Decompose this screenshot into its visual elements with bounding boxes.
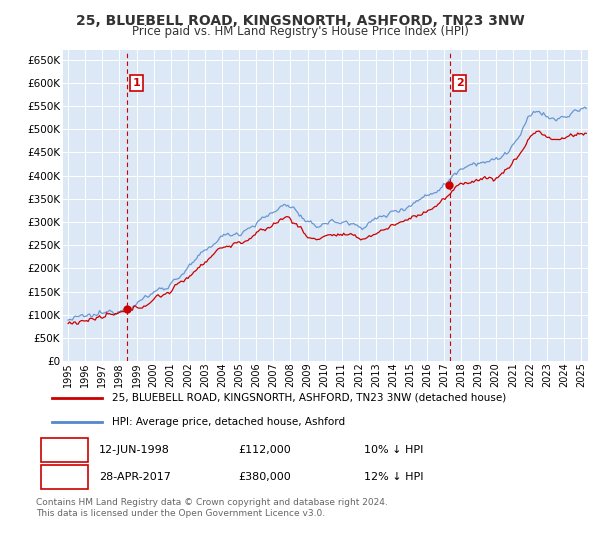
Text: 10% ↓ HPI: 10% ↓ HPI <box>364 445 423 455</box>
Text: 12% ↓ HPI: 12% ↓ HPI <box>364 473 423 482</box>
Text: 25, BLUEBELL ROAD, KINGSNORTH, ASHFORD, TN23 3NW (detached house): 25, BLUEBELL ROAD, KINGSNORTH, ASHFORD, … <box>112 393 506 403</box>
Text: Price paid vs. HM Land Registry's House Price Index (HPI): Price paid vs. HM Land Registry's House … <box>131 25 469 38</box>
Text: £380,000: £380,000 <box>238 473 291 482</box>
Text: 25, BLUEBELL ROAD, KINGSNORTH, ASHFORD, TN23 3NW: 25, BLUEBELL ROAD, KINGSNORTH, ASHFORD, … <box>76 14 524 28</box>
Text: HPI: Average price, detached house, Ashford: HPI: Average price, detached house, Ashf… <box>112 417 346 427</box>
FancyBboxPatch shape <box>41 465 88 489</box>
Text: £112,000: £112,000 <box>238 445 291 455</box>
Text: 2: 2 <box>61 473 69 482</box>
Text: 1: 1 <box>61 445 69 455</box>
Text: Contains HM Land Registry data © Crown copyright and database right 2024.
This d: Contains HM Land Registry data © Crown c… <box>36 498 388 518</box>
Text: 1: 1 <box>133 78 140 88</box>
Text: 28-APR-2017: 28-APR-2017 <box>99 473 170 482</box>
Text: 2: 2 <box>456 78 464 88</box>
Text: 12-JUN-1998: 12-JUN-1998 <box>99 445 170 455</box>
FancyBboxPatch shape <box>41 438 88 462</box>
